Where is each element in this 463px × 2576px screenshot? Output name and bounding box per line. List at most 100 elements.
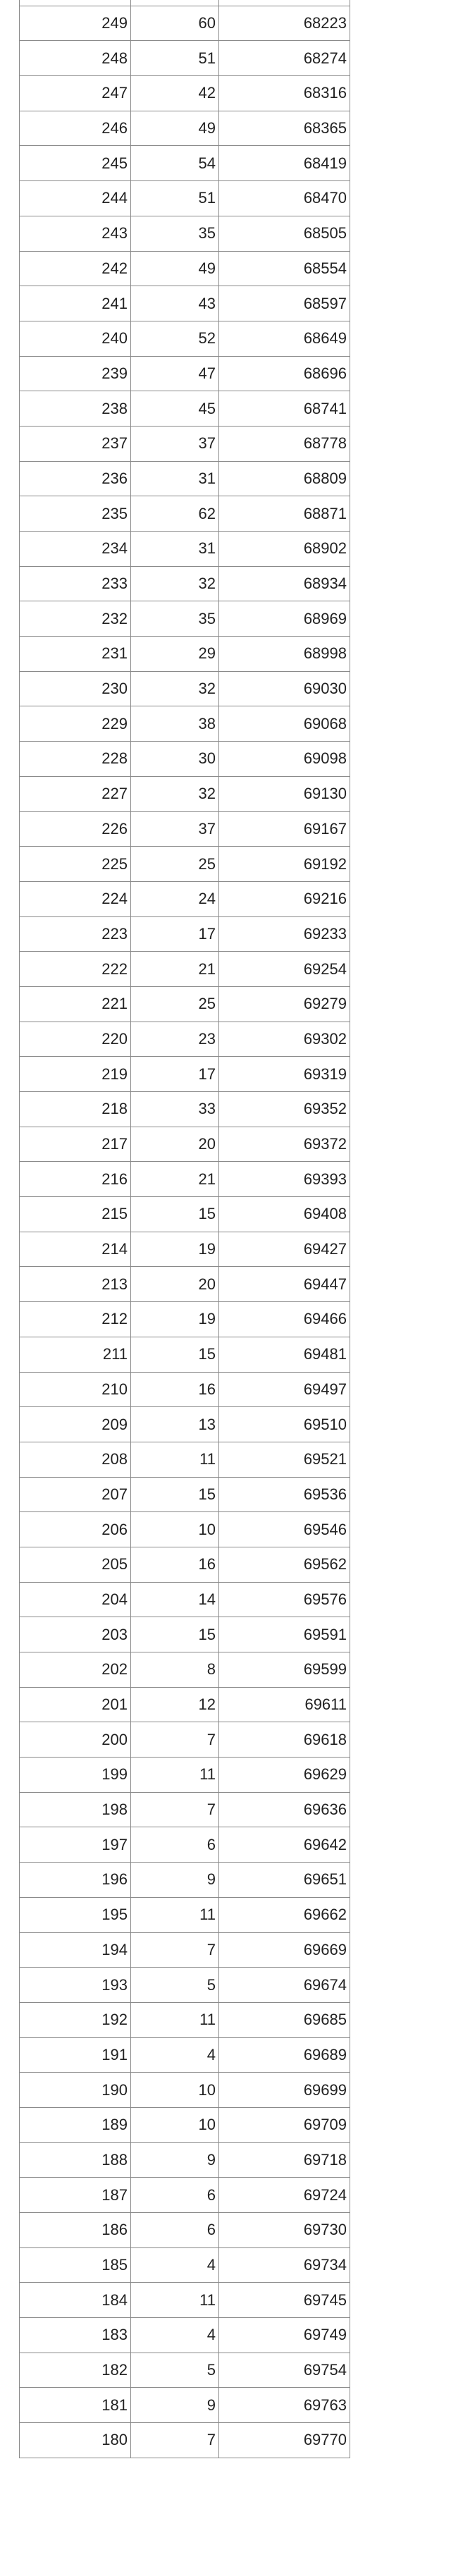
count-cell: 29 [130,636,219,672]
table-row: 210 16 69497 [19,1371,350,1408]
count-cell: 32 [130,775,219,812]
score-cell: 213 [19,1266,131,1303]
table-row: 190 10 69699 [19,2072,350,2108]
score-cell: 191 [19,2037,131,2073]
score-cell: 188 [19,2142,131,2178]
cumulative-cell: 68696 [218,355,350,392]
count-cell: 47 [130,355,219,392]
count-cell: 21 [130,1161,219,1198]
score-cell: 202 [19,1652,131,1688]
table-row: 214 19 69427 [19,1231,350,1268]
score-cell: 216 [19,1161,131,1198]
table-row: 248 51 68274 [19,40,350,77]
table-row: 242 49 68554 [19,250,350,287]
count-cell: 30 [130,741,219,777]
score-cell: 235 [19,496,131,532]
score-cell: 245 [19,145,131,182]
score-cell: 224 [19,881,131,917]
cumulative-cell: 69427 [218,1231,350,1268]
cumulative-cell: 69466 [218,1301,350,1337]
cumulative-cell: 68998 [218,636,350,672]
table-row: 249 60 68223 [19,5,350,42]
cumulative-cell: 69629 [218,1757,350,1793]
cumulative-cell: 69763 [218,2387,350,2424]
count-cell: 15 [130,1336,219,1373]
cumulative-cell: 69030 [218,670,350,707]
cumulative-cell: 69408 [218,1196,350,1232]
score-cell: 237 [19,425,131,462]
cumulative-cell: 68741 [218,391,350,427]
score-cell: 195 [19,1896,131,1933]
cumulative-cell: 69302 [218,1021,350,1057]
score-cell: 236 [19,460,131,497]
table-row: 192 11 69685 [19,2001,350,2038]
table-row: 216 21 69393 [19,1161,350,1198]
table-row: 231 29 68998 [19,636,350,672]
table-row: 199 11 69629 [19,1757,350,1793]
count-cell: 62 [130,496,219,532]
table-row: 213 20 69447 [19,1266,350,1303]
table-row: 219 17 69319 [19,1056,350,1092]
count-cell: 19 [130,1231,219,1268]
table-body: 249 60 68223 248 51 68274 247 42 68316 246 49 68365… [19,0,350,2458]
cumulative-cell: 69130 [218,775,350,812]
score-cell: 227 [19,775,131,812]
score-cell: 190 [19,2072,131,2108]
cumulative-cell: 69636 [218,1791,350,1828]
table-row: 234 31 68902 [19,531,350,567]
score-cell: 196 [19,1862,131,1898]
count-cell: 9 [130,2142,219,2178]
cumulative-cell: 69510 [218,1406,350,1442]
count-cell: 51 [130,40,219,77]
score-cell: 199 [19,1757,131,1793]
score-cell: 183 [19,2317,131,2353]
table-row: 244 51 68470 [19,180,350,216]
table-row: 208 11 69521 [19,1441,350,1478]
score-cell: 210 [19,1371,131,1408]
score-cell: 241 [19,286,131,321]
score-cell: 233 [19,565,131,602]
count-cell: 7 [130,1932,219,1968]
cumulative-cell: 69319 [218,1056,350,1092]
score-cell: 184 [19,2282,131,2319]
count-cell: 6 [130,1827,219,1863]
count-cell: 5 [130,2352,219,2388]
table-row: 201 12 69611 [19,1686,350,1723]
score-cell: 193 [19,1967,131,2003]
cumulative-cell: 69642 [218,1827,350,1863]
score-cell: 209 [19,1406,131,1442]
count-cell: 31 [130,531,219,567]
cumulative-cell: 69481 [218,1336,350,1373]
score-cell: 204 [19,1581,131,1618]
count-cell: 51 [130,180,219,216]
table-row: 223 17 69233 [19,916,350,952]
score-cell: 242 [19,250,131,287]
score-cell: 247 [19,75,131,111]
count-cell: 4 [130,2317,219,2353]
count-cell: 20 [130,1266,219,1303]
table-row: 243 35 68505 [19,215,350,252]
table-row: 187 6 69724 [19,2177,350,2213]
table-row: 217 20 69372 [19,1126,350,1163]
data-table: 249 60 68223 248 51 68274 247 42 68316 246 49 68365… [19,0,350,2458]
table-row: 215 15 69408 [19,1196,350,1232]
cumulative-cell: 69372 [218,1126,350,1163]
score-cell: 212 [19,1301,131,1337]
score-cell: 230 [19,670,131,707]
cumulative-cell: 68934 [218,565,350,602]
count-cell: 15 [130,1196,219,1232]
count-cell: 7 [130,2422,219,2458]
count-cell: 17 [130,1056,219,1092]
count-cell: 19 [130,1301,219,1337]
table-row: 221 25 69279 [19,986,350,1022]
count-cell: 13 [130,1406,219,1442]
score-cell: 197 [19,1827,131,1863]
table-row: 204 14 69576 [19,1581,350,1618]
table-row-partial [19,0,350,6]
cumulative-cell: 69279 [218,986,350,1022]
count-cell: 37 [130,425,219,462]
count-cell: 32 [130,670,219,707]
table-row: 241 43 68597 [19,286,350,321]
table-row: 228 30 69098 [19,741,350,777]
cumulative-cell: 69591 [218,1617,350,1652]
